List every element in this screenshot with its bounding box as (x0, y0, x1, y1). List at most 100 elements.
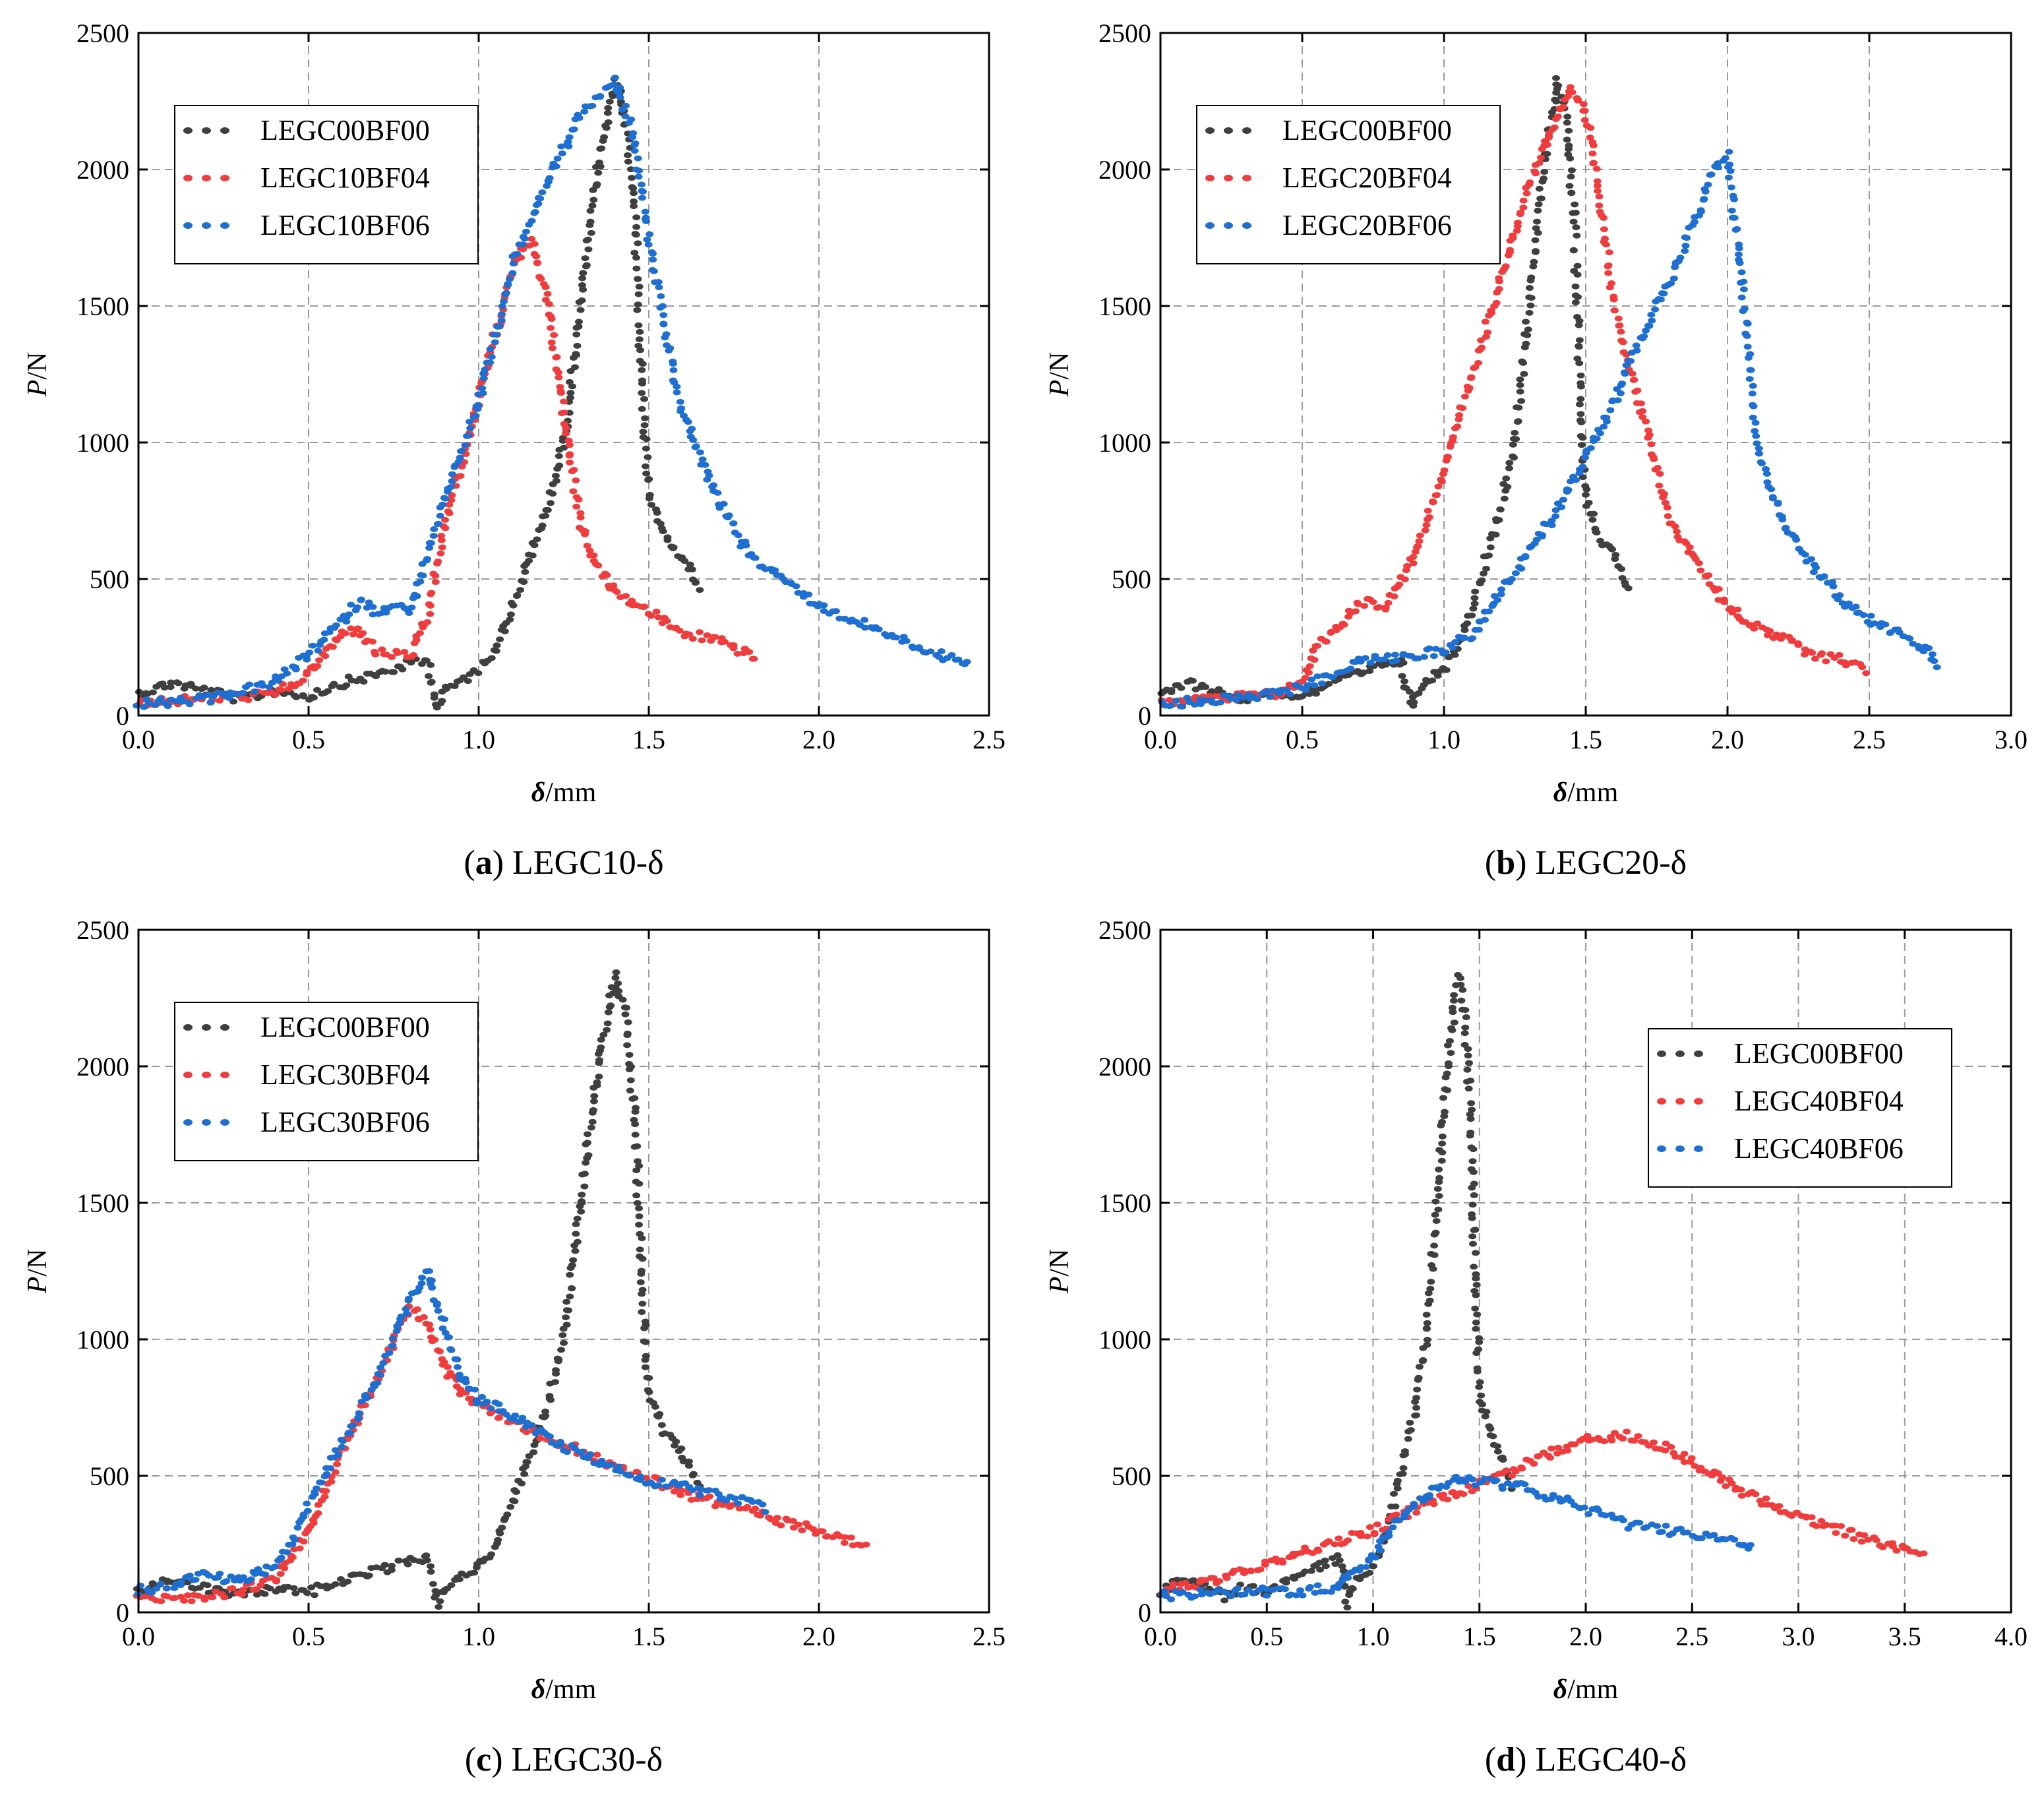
data-point (518, 1415, 527, 1421)
data-point (603, 572, 611, 578)
data-point (1390, 1490, 1398, 1497)
data-point (1416, 532, 1424, 539)
data-point (1431, 1211, 1439, 1218)
data-point (1469, 1169, 1478, 1175)
data-point (1423, 1320, 1431, 1326)
data-point (663, 534, 672, 541)
data-point (1460, 627, 1469, 634)
data-point (1925, 645, 1933, 652)
data-point (947, 652, 956, 658)
data-point (487, 1405, 495, 1412)
data-point (1475, 1384, 1484, 1390)
data-point (359, 630, 367, 636)
data-point (508, 270, 517, 276)
legend-marker (220, 1024, 229, 1031)
data-point (1433, 492, 1441, 499)
data-point (751, 1506, 760, 1512)
data-point (435, 1348, 444, 1355)
data-point (471, 413, 480, 419)
data-point (623, 1032, 632, 1039)
data-point (662, 1483, 671, 1490)
data-point (1472, 1325, 1480, 1332)
data-point (1730, 196, 1739, 202)
data-point (715, 504, 724, 511)
data-point (433, 1300, 441, 1306)
data-point (562, 1307, 571, 1314)
y-tick-label: 1500 (1098, 1188, 1151, 1218)
data-point (1468, 1476, 1476, 1482)
data-point (518, 241, 527, 248)
data-point (1444, 1060, 1453, 1066)
data-point (506, 611, 515, 618)
data-point (425, 539, 434, 546)
data-point (205, 1572, 214, 1579)
data-point (1431, 1229, 1440, 1236)
data-point (1577, 372, 1585, 379)
data-point (1160, 1588, 1169, 1595)
data-point (1554, 1444, 1563, 1451)
data-point (1860, 1532, 1869, 1538)
data-point (1468, 1158, 1477, 1165)
data-point (587, 1124, 595, 1131)
data-point (1618, 380, 1627, 386)
data-point (1321, 1589, 1329, 1595)
data-point (486, 346, 495, 352)
data-point (538, 189, 547, 196)
data-point (684, 1463, 693, 1469)
data-point (621, 113, 630, 119)
data-point (422, 657, 431, 664)
data-point (1207, 688, 1216, 694)
data-point (1594, 1507, 1602, 1513)
data-point (167, 679, 175, 686)
data-point (579, 286, 587, 293)
data-point (562, 1314, 570, 1321)
data-point (722, 1498, 731, 1504)
data-point (1468, 1107, 1476, 1113)
data-point (574, 497, 583, 503)
data-point (260, 1591, 269, 1597)
data-point (1286, 691, 1294, 698)
data-point (1566, 84, 1575, 90)
data-point (586, 218, 595, 225)
data-point (441, 525, 450, 532)
data-point (657, 293, 665, 299)
data-point (583, 1140, 591, 1146)
data-point (1762, 470, 1771, 477)
data-point (1532, 170, 1540, 177)
data-point (1734, 251, 1743, 258)
data-point (1584, 499, 1593, 506)
data-point (1831, 1522, 1840, 1529)
data-point (1351, 608, 1360, 615)
data-point (729, 645, 738, 652)
data-point (595, 94, 604, 100)
data-point (1751, 419, 1760, 426)
data-point (425, 1322, 434, 1328)
data-point (675, 627, 684, 634)
data-point (448, 471, 456, 477)
data-point (1497, 591, 1505, 597)
x-tick-label: 1.5 (632, 1622, 665, 1651)
data-point (963, 659, 971, 665)
data-point (148, 689, 157, 696)
data-point (1617, 566, 1626, 572)
data-point (180, 1597, 189, 1604)
data-point (1525, 309, 1534, 316)
data-point (1600, 214, 1608, 221)
data-point (676, 1487, 685, 1494)
data-point (371, 651, 380, 657)
data-point (445, 501, 454, 508)
data-point (1282, 1576, 1290, 1583)
y-axis-label: P/N (1044, 352, 1075, 398)
data-point (1590, 510, 1598, 517)
data-point (466, 425, 475, 431)
data-point (1513, 220, 1522, 226)
data-point (1608, 546, 1617, 553)
data-point (1532, 218, 1541, 225)
data-point (174, 680, 183, 686)
data-point (1430, 1242, 1439, 1249)
data-point (1817, 1517, 1826, 1524)
data-point (1306, 663, 1314, 669)
data-point (1809, 569, 1818, 576)
data-point (441, 516, 450, 523)
data-point (1522, 319, 1530, 325)
